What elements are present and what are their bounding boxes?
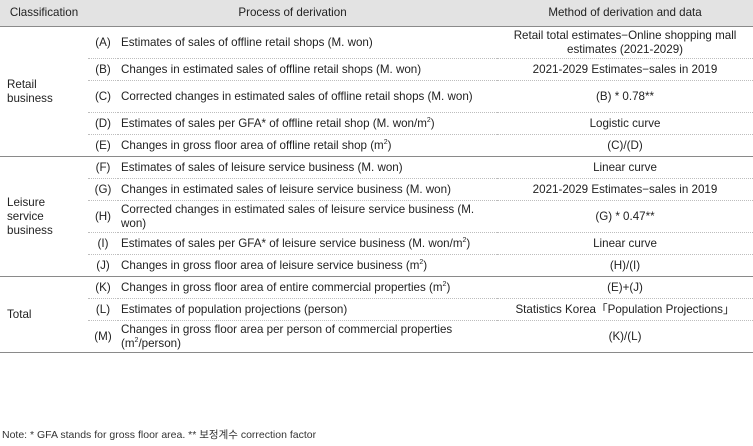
row-process: Estimates of sales of offline retail sho… [118,26,498,59]
row-code: (G) [88,178,118,201]
row-method: (G) * 0.47** [497,200,753,233]
row-process: Corrected changes in estimated sales of … [118,80,498,113]
table-row: (L) Estimates of population projections … [0,298,753,321]
row-method: (H)/(I) [497,254,753,277]
row-code: (A) [88,26,118,59]
table-row: (I) Estimates of sales per GFA* of leisu… [0,232,753,255]
header-method: Method of derivation and data [497,0,753,27]
row-method: 2021-2029 Estimates−sales in 2019 [497,58,753,81]
row-method: Linear curve [497,156,753,179]
row-code: (C) [88,80,118,113]
row-method: (B) * 0.78** [497,80,753,113]
row-process: Estimates of sales per GFA* of offline r… [118,112,498,135]
row-code: (B) [88,58,118,81]
row-process: Changes in gross floor area per person o… [118,320,498,353]
derivation-table: Classification Process of derivation Met… [0,0,753,353]
table-row: (G) Changes in estimated sales of leisur… [0,178,753,201]
table-note: Note: * GFA stands for gross floor area.… [2,429,317,441]
table-row: Retail business (A) Estimates of sales o… [0,26,753,157]
table-row: (E) Changes in gross floor area of offli… [0,134,753,157]
table-row: Total (K) Changes in gross floor area of… [0,276,753,353]
row-code: (H) [88,200,118,233]
table-row: (M) Changes in gross floor area per pers… [0,320,753,353]
row-process: Changes in gross floor area of entire co… [118,276,498,299]
row-process: Changes in gross floor area of leisure s… [118,254,498,277]
group-label-retail: Retail business [0,26,88,157]
row-method: (E)+(J) [497,276,753,299]
row-method: (C)/(D) [497,134,753,157]
table-row: (D) Estimates of sales per GFA* of offli… [0,112,753,135]
header-row: Classification Process of derivation Met… [0,0,753,27]
row-code: (K) [88,276,118,299]
row-code: (E) [88,134,118,157]
row-code: (I) [88,232,118,255]
group-label-leisure: Leisure service business [0,156,88,277]
row-process: Changes in estimated sales of leisure se… [118,178,498,201]
row-code: (D) [88,112,118,135]
row-process: Corrected changes in estimated sales of … [118,200,498,233]
row-process: Estimates of sales per GFA* of leisure s… [118,232,498,255]
row-method: Retail total estimates−Online shopping m… [497,26,753,59]
row-process: Estimates of population projections (per… [118,298,498,321]
row-code: (J) [88,254,118,277]
row-method: Statistics Korea「Population Projections」 [497,298,753,321]
row-method: 2021-2029 Estimates−sales in 2019 [497,178,753,201]
row-method: Logistic curve [497,112,753,135]
row-code: (L) [88,298,118,321]
table-row: (J) Changes in gross floor area of leisu… [0,254,753,277]
header-process: Process of derivation [88,0,498,27]
row-method: Linear curve [497,232,753,255]
row-code: (F) [88,156,118,179]
table-row: (C) Corrected changes in estimated sales… [0,80,753,113]
group-label-total: Total [0,276,88,353]
row-process: Estimates of sales of leisure service bu… [118,156,498,179]
table-row: Leisure service business (F) Estimates o… [0,156,753,277]
row-process: Changes in estimated sales of offline re… [118,58,498,81]
row-method: (K)/(L) [497,320,753,353]
table-row: (B) Changes in estimated sales of offlin… [0,58,753,81]
header-classification: Classification [0,0,88,27]
row-code: (M) [88,320,118,353]
table-row: (H) Corrected changes in estimated sales… [0,200,753,233]
row-process: Changes in gross floor area of offline r… [118,134,498,157]
